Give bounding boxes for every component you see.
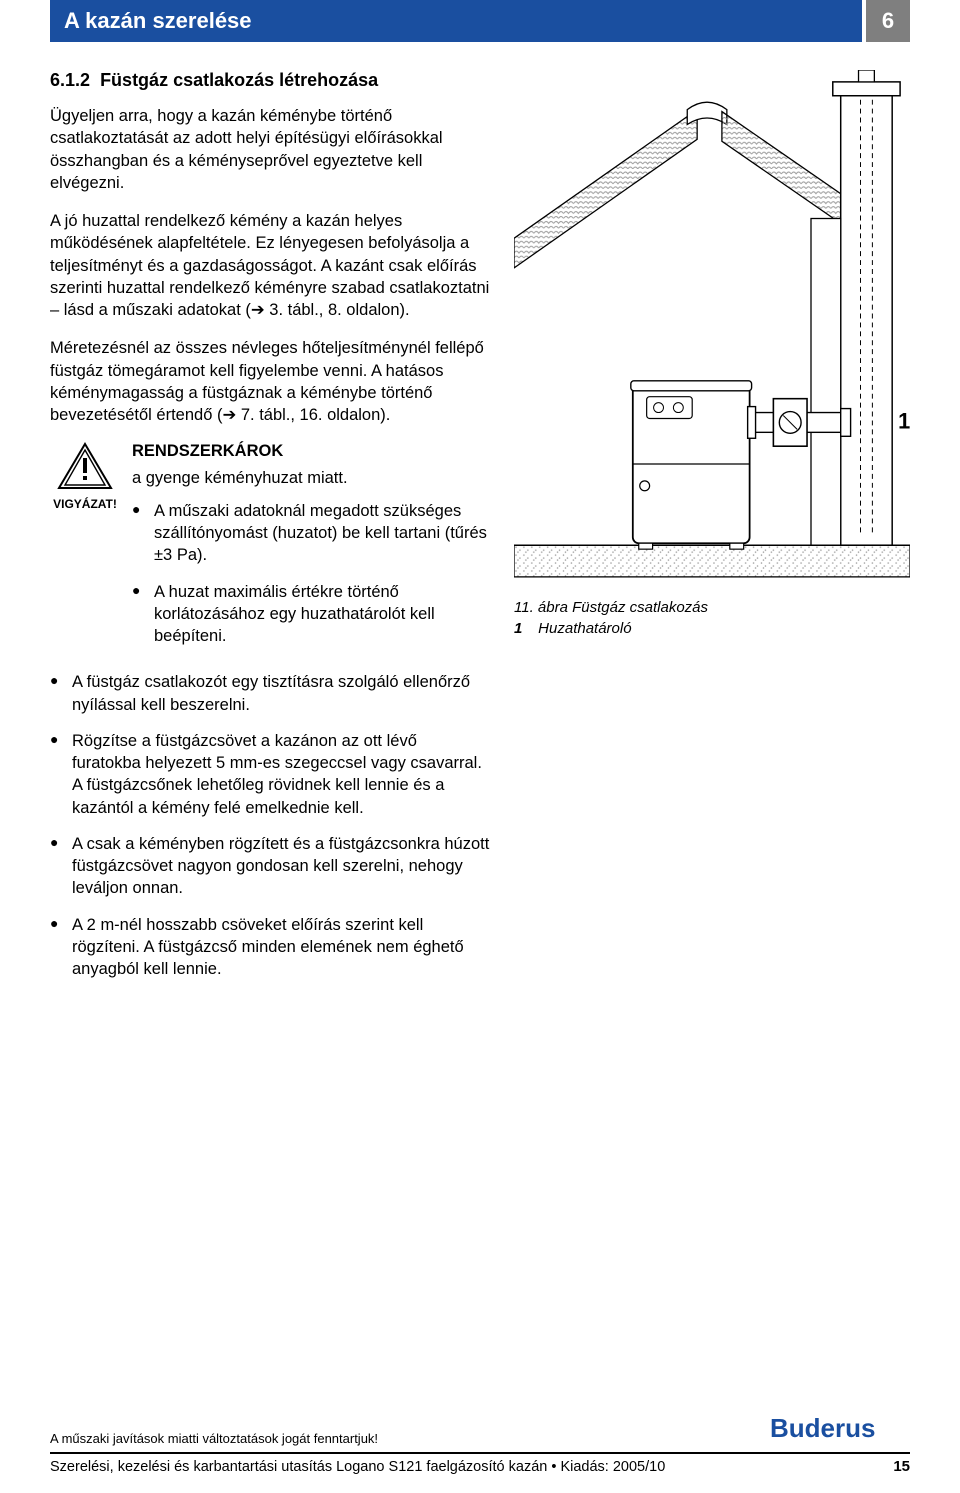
chapter-number: 6 bbox=[866, 0, 910, 42]
list-item: A huzat maximális értékre történő korlát… bbox=[132, 581, 490, 648]
paragraph: A jó huzattal rendelkező kémény a kazán … bbox=[50, 210, 490, 321]
list-item: Rögzítse a füstgázcsövet a kazánon az ot… bbox=[50, 730, 490, 819]
footer-doc-title: Szerelési, kezelési és karbantartási uta… bbox=[50, 1459, 665, 1475]
paragraph: Méretezésnél az összes névleges hőteljes… bbox=[50, 337, 490, 426]
figure-legend-row: 1 Huzathatároló bbox=[514, 620, 910, 637]
warning-icon-wrap: VIGYÁZAT! bbox=[50, 442, 120, 511]
warning-title: RENDSZERKÁROK bbox=[132, 442, 490, 461]
page-number: 15 bbox=[893, 1458, 910, 1475]
svg-text:Buderus: Buderus bbox=[770, 1413, 875, 1443]
paragraph: Ügyeljen arra, hogy a kazán kéménybe tör… bbox=[50, 105, 490, 194]
chapter-header: A kazán szerelése 6 bbox=[50, 0, 910, 42]
warning-label: VIGYÁZAT! bbox=[50, 497, 120, 511]
figure-callout-1: 1 bbox=[898, 408, 910, 433]
page-footer: A műszaki javítások miatti változtatások… bbox=[50, 1431, 910, 1475]
list-item: A 2 m-nél hosszabb csöveket előírás szer… bbox=[50, 914, 490, 981]
warning-subtitle: a gyenge kéményhuzat miatt. bbox=[132, 467, 490, 489]
list-item: A műszaki adatoknál megadott szükséges s… bbox=[132, 500, 490, 567]
warning-bullet-list: A műszaki adatoknál megadott szükséges s… bbox=[132, 500, 490, 648]
brand-logo-icon: Buderus bbox=[770, 1413, 910, 1443]
warning-triangle-icon bbox=[57, 442, 113, 490]
chapter-title: A kazán szerelése bbox=[50, 0, 862, 42]
list-item: A füstgáz csatlakozót egy tisztításra sz… bbox=[50, 671, 490, 716]
list-item: A csak a kéményben rögzített és a füstgá… bbox=[50, 833, 490, 900]
warning-box: VIGYÁZAT! RENDSZERKÁROK a gyenge kéményh… bbox=[50, 442, 490, 661]
main-bullet-list: A füstgáz csatlakozót egy tisztításra sz… bbox=[50, 671, 490, 980]
section-heading: 6.1.2 Füstgáz csatlakozás létrehozása bbox=[50, 70, 490, 91]
left-column: 6.1.2 Füstgáz csatlakozás létrehozása Üg… bbox=[50, 70, 490, 995]
figure-illustration: 1 bbox=[514, 70, 910, 585]
figure-caption: 11. ábra Füstgáz csatlakozás bbox=[514, 599, 910, 616]
right-column: 1 11. ábra Füstgáz csatlakozás 1 Huzatha… bbox=[514, 70, 910, 995]
